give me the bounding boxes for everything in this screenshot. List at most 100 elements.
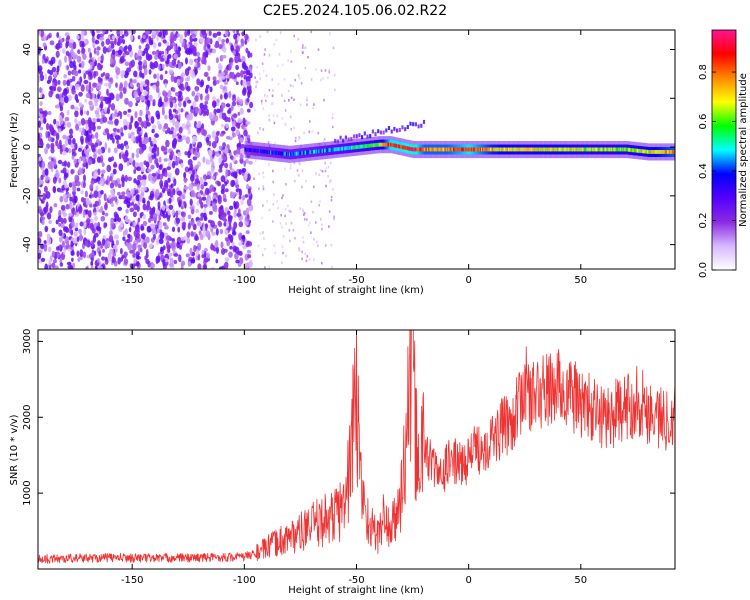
- noise-speckle: [255, 84, 257, 87]
- signal-core: [290, 152, 293, 157]
- noise-speckle: [69, 196, 73, 202]
- noise-speckle: [244, 219, 248, 226]
- noise-speckle: [140, 211, 144, 217]
- noise-speckle: [202, 156, 206, 164]
- signal-core: [565, 147, 568, 152]
- signal-core: [643, 149, 646, 154]
- noise-speckle: [228, 223, 232, 231]
- noise-speckle: [70, 143, 75, 149]
- noise-speckle: [152, 99, 156, 104]
- noise-speckle: [299, 103, 302, 107]
- noise-speckle: [190, 230, 194, 237]
- y-tick-label: -40: [22, 236, 33, 252]
- noise-speckle: [38, 230, 43, 238]
- noise-speckle: [137, 35, 141, 40]
- noise-speckle: [127, 219, 132, 224]
- noise-speckle: [171, 160, 176, 169]
- noise-speckle: [223, 198, 227, 202]
- noise-speckle: [38, 65, 43, 72]
- noise-speckle: [85, 209, 89, 215]
- noise-speckle: [82, 156, 86, 163]
- noise-speckle: [180, 236, 185, 242]
- noise-speckle: [74, 110, 79, 118]
- signal-core: [560, 147, 563, 152]
- noise-speckle: [224, 257, 230, 263]
- noise-speckle: [123, 251, 128, 257]
- noise-speckle: [138, 135, 142, 143]
- x-tick-label: 0: [465, 575, 471, 586]
- noise-speckle: [150, 223, 156, 230]
- noise-speckle: [133, 70, 138, 78]
- noise-speckle: [272, 114, 275, 117]
- noise-speckle: [131, 152, 135, 158]
- noise-speckle: [70, 229, 74, 236]
- noise-speckle: [120, 191, 126, 196]
- noise-speckle: [205, 108, 210, 116]
- noise-speckle: [234, 201, 240, 209]
- noise-speckle: [114, 134, 120, 141]
- noise-speckle: [231, 230, 237, 236]
- noise-speckle: [74, 174, 80, 182]
- spectrogram-x-axis-label: Height of straight line (km): [288, 285, 424, 296]
- noise-speckle: [176, 75, 181, 80]
- noise-speckle: [164, 114, 168, 120]
- noise-speckle: [48, 258, 52, 266]
- noise-speckle: [94, 132, 99, 139]
- y-tick-label: -20: [22, 188, 33, 204]
- noise-speckle: [227, 210, 231, 216]
- noise-speckle: [137, 200, 141, 206]
- noise-speckle: [178, 101, 182, 108]
- noise-speckle: [163, 123, 169, 129]
- signal-core: [614, 147, 617, 152]
- signal-core: [577, 147, 580, 152]
- noise-speckle: [215, 102, 220, 107]
- noise-speckle: [119, 30, 123, 36]
- figure-title: C2E5.2024.105.06.02.R22: [263, 3, 447, 19]
- signal-streak: [379, 130, 382, 135]
- x-tick-label: -50: [348, 575, 364, 586]
- noise-speckle: [298, 161, 300, 165]
- noise-speckle: [171, 41, 176, 47]
- noise-speckle: [45, 130, 49, 139]
- noise-speckle: [158, 221, 163, 229]
- noise-speckle: [197, 56, 201, 63]
- noise-speckle: [262, 70, 265, 73]
- noise-speckle: [211, 100, 217, 108]
- noise-speckle: [115, 67, 121, 76]
- noise-speckle: [276, 64, 279, 68]
- noise-speckle: [171, 226, 176, 233]
- noise-speckle: [199, 36, 204, 43]
- noise-speckle: [306, 99, 308, 102]
- noise-speckle: [330, 199, 333, 202]
- noise-speckle: [64, 116, 70, 122]
- noise-speckle: [85, 123, 89, 131]
- noise-speckle: [87, 117, 92, 126]
- signal-core: [504, 147, 507, 152]
- noise-speckle: [109, 182, 115, 189]
- noise-speckle: [130, 188, 135, 195]
- noise-speckle: [189, 205, 194, 210]
- noise-speckle: [219, 93, 223, 100]
- noise-speckle: [241, 31, 245, 37]
- noise-speckle: [211, 149, 215, 158]
- noise-speckle: [38, 156, 42, 162]
- noise-speckle: [87, 158, 93, 166]
- noise-speckle: [173, 127, 177, 136]
- noise-speckle: [129, 78, 133, 83]
- noise-speckle: [310, 200, 313, 203]
- noise-speckle: [53, 71, 58, 77]
- noise-speckle: [325, 166, 328, 170]
- signal-core: [645, 149, 648, 154]
- noise-speckle: [319, 168, 322, 172]
- noise-speckle: [301, 257, 303, 261]
- noise-speckle: [77, 120, 82, 127]
- noise-speckle: [187, 214, 192, 220]
- noise-speckle: [212, 79, 217, 86]
- noise-speckle: [136, 194, 140, 201]
- noise-speckle: [68, 212, 73, 217]
- noise-speckle: [78, 91, 83, 97]
- noise-speckle: [224, 188, 229, 193]
- x-tick-label: -100: [233, 275, 256, 286]
- noise-speckle: [165, 30, 168, 36]
- noise-speckle: [40, 30, 45, 38]
